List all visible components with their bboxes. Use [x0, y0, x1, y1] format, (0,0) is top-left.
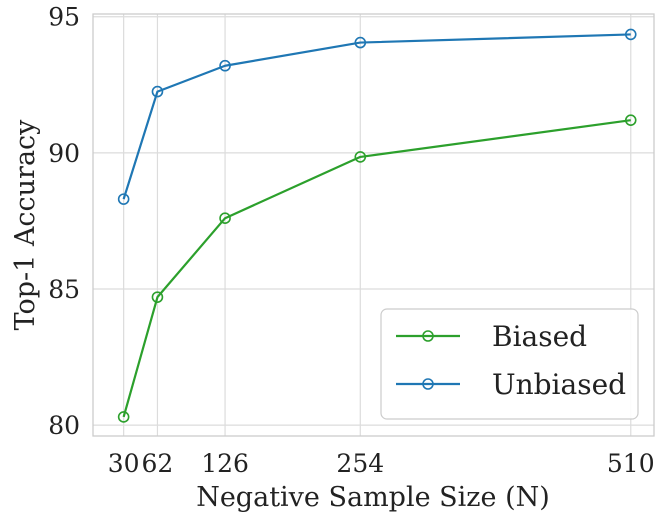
- x-tick-label: 30: [108, 449, 140, 478]
- x-tick-labels: 30 62 126 254 510: [108, 449, 655, 478]
- data-point-unbiased: [151, 85, 164, 98]
- data-point-biased: [624, 114, 637, 126]
- x-tick-label: 126: [201, 449, 249, 478]
- data-point-biased: [151, 291, 164, 303]
- legend-marker-biased: [422, 330, 434, 342]
- y-tick-label: 80: [48, 411, 80, 440]
- legend-label-unbiased: Unbiased: [492, 368, 626, 401]
- series-group: [117, 28, 637, 423]
- x-tick-label: 62: [142, 449, 174, 478]
- grid-lines: [93, 14, 654, 436]
- y-tick-labels: 80 85 90 95: [48, 3, 80, 440]
- data-point-unbiased: [117, 193, 130, 205]
- series-line-unbiased: [122, 33, 631, 200]
- plot-frame: [92, 13, 655, 437]
- data-point-biased: [354, 151, 367, 163]
- y-tick-label: 90: [48, 139, 80, 168]
- y-axis-label: Top-1 Accuracy: [10, 119, 41, 331]
- x-axis-label: Negative Sample Size (N): [196, 482, 550, 513]
- data-point-unbiased: [219, 59, 231, 72]
- legend-marker-unbiased: [422, 378, 434, 390]
- legend-label-biased: Biased: [492, 320, 587, 353]
- series-line-biased: [122, 119, 631, 418]
- data-point-biased: [219, 212, 231, 224]
- data-point-biased: [117, 411, 130, 423]
- y-tick-label: 85: [48, 275, 80, 304]
- legend: Biased Unbiased: [380, 308, 639, 420]
- x-tick-label: 254: [336, 449, 384, 478]
- y-tick-label: 95: [48, 3, 80, 32]
- data-point-unbiased: [354, 36, 367, 49]
- x-tick-label: 510: [607, 449, 655, 478]
- data-point-unbiased: [624, 28, 637, 41]
